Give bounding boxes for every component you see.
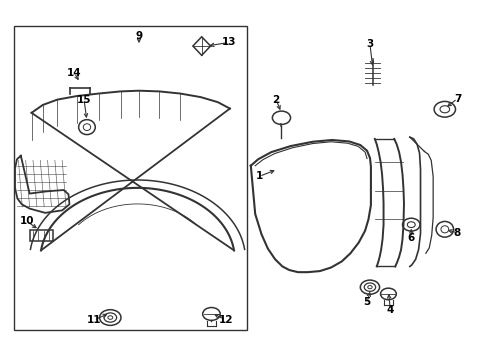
Text: 15: 15 <box>77 95 91 105</box>
Text: 10: 10 <box>20 216 34 226</box>
Text: 2: 2 <box>272 95 279 105</box>
Text: 13: 13 <box>221 37 236 48</box>
Bar <box>30 230 53 240</box>
Text: 14: 14 <box>67 68 81 78</box>
Text: 3: 3 <box>366 39 373 49</box>
Text: 4: 4 <box>386 305 393 315</box>
Text: 11: 11 <box>86 315 101 325</box>
Bar <box>14 26 246 330</box>
Text: 7: 7 <box>453 94 460 104</box>
Text: 5: 5 <box>363 297 370 307</box>
Text: 6: 6 <box>407 233 414 243</box>
Text: 1: 1 <box>255 171 262 181</box>
Text: 9: 9 <box>135 31 142 41</box>
Text: 12: 12 <box>218 315 233 325</box>
Text: 8: 8 <box>453 228 460 238</box>
